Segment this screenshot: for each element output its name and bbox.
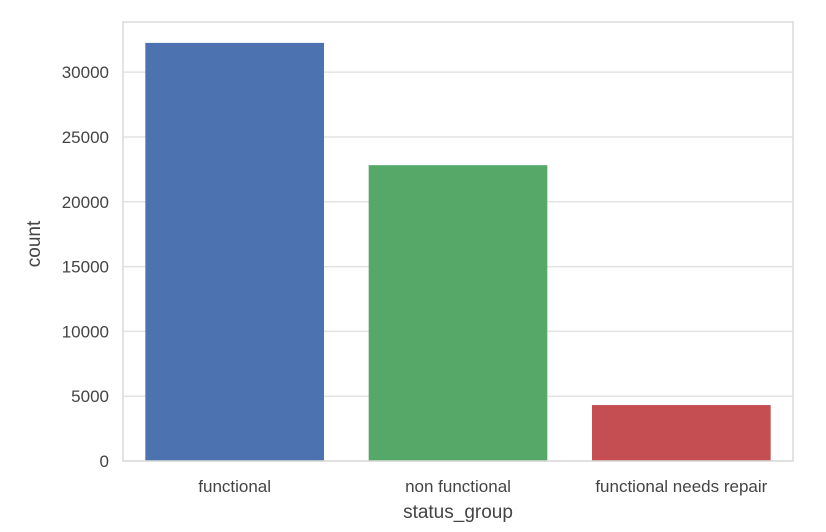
x-tick-label: functional xyxy=(198,477,271,496)
y-tick-label: 0 xyxy=(100,452,109,471)
y-tick-label: 10000 xyxy=(62,322,109,341)
x-tick-label: functional needs repair xyxy=(595,477,767,496)
y-tick-label: 15000 xyxy=(62,258,109,277)
x-tick-label: non functional xyxy=(405,477,511,496)
bar-functional-needs-repair xyxy=(592,405,771,461)
bar-non-functional xyxy=(368,165,548,461)
y-tick-label: 5000 xyxy=(71,387,109,406)
x-axis-label: status_group xyxy=(403,502,513,523)
y-tick-labels: 0 5000 10000 15000 20000 25000 30000 xyxy=(62,63,109,471)
bars xyxy=(145,42,771,461)
y-axis-label: count xyxy=(24,220,45,267)
y-tick-label: 20000 xyxy=(62,193,109,212)
y-tick-label: 30000 xyxy=(62,63,109,82)
bar-functional xyxy=(145,42,324,461)
x-tick-labels: functional non functional functional needs… xyxy=(198,477,767,496)
y-tick-label: 25000 xyxy=(62,128,109,147)
plot-frame xyxy=(122,21,794,462)
